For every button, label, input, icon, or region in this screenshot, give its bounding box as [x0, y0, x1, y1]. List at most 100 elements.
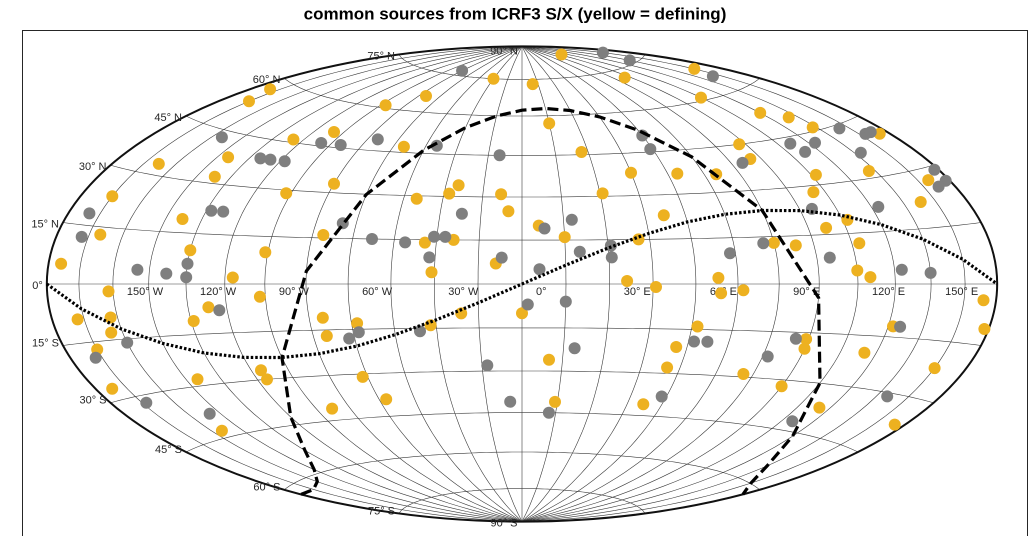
lon-tick-label: 150° E [945, 286, 978, 298]
source-point [316, 311, 329, 324]
source-point [691, 320, 704, 333]
source-point [71, 313, 84, 326]
source-point [106, 190, 119, 203]
source-point [757, 237, 770, 250]
source-point [104, 311, 117, 324]
source-point [922, 174, 935, 187]
lon-tick-label: 90° E [793, 286, 820, 298]
source-point [516, 307, 528, 320]
source-point [695, 91, 707, 104]
source-point [932, 180, 945, 193]
source-point [264, 83, 277, 96]
source-point [487, 72, 500, 85]
source-point [205, 204, 218, 217]
source-point [799, 145, 812, 158]
source-point [261, 373, 273, 386]
source-point [784, 137, 797, 150]
source-point [226, 271, 239, 284]
source-point [521, 298, 534, 311]
source-point [670, 341, 683, 353]
lon-tick-label: 30° E [624, 286, 651, 298]
lat-tick-label: 15° S [32, 337, 59, 349]
lon-tick-label: 90° W [279, 286, 310, 298]
source-point [430, 139, 443, 152]
source-point [761, 350, 774, 363]
source-point [181, 257, 194, 270]
source-point [736, 156, 749, 169]
source-point [823, 251, 836, 264]
source-point [495, 251, 508, 264]
source-point [202, 301, 215, 314]
source-point [371, 133, 384, 146]
source-point [715, 287, 728, 300]
source-point [655, 390, 668, 403]
parallel-line [110, 164, 934, 198]
source-point [549, 395, 561, 408]
source-point [315, 137, 328, 149]
source-point [637, 398, 650, 411]
source-point [208, 170, 221, 183]
parallel-line [110, 370, 934, 404]
source-point [864, 271, 877, 284]
source-point [809, 168, 822, 181]
source-point [737, 284, 750, 297]
parallel-line [62, 222, 982, 241]
lat-tick-label: 45° S [155, 444, 182, 456]
source-point [733, 138, 746, 151]
source-point [443, 187, 456, 200]
source-point [495, 188, 508, 201]
source-point [187, 315, 200, 327]
source-point [222, 151, 235, 164]
source-point [538, 222, 551, 235]
source-point [775, 380, 788, 393]
source-point [105, 326, 118, 339]
source-point [343, 332, 356, 345]
source-point [203, 407, 216, 420]
source-point [789, 239, 802, 252]
lat-tick-label: 90° S [490, 517, 517, 529]
source-point [701, 335, 714, 348]
source-point [786, 415, 799, 428]
source-point [568, 342, 581, 355]
source-point [543, 117, 556, 130]
source-point [737, 368, 750, 380]
source-point [102, 285, 115, 298]
source-point [481, 359, 494, 372]
source-point [565, 213, 578, 226]
source-point [326, 402, 339, 415]
source-point [504, 395, 517, 408]
source-point [215, 424, 228, 437]
source-point [176, 213, 189, 225]
source-point [621, 275, 634, 287]
source-point [853, 237, 866, 250]
source-point [854, 146, 867, 159]
source-point [493, 149, 506, 162]
source-point [657, 209, 670, 222]
source-point [140, 396, 153, 409]
source-point [895, 263, 908, 276]
source-point [872, 200, 885, 213]
dotted-curve [45, 208, 999, 360]
source-point [328, 126, 340, 138]
source-point [671, 167, 684, 180]
source-point [977, 294, 990, 307]
source-point [914, 196, 927, 208]
source-point [152, 157, 165, 170]
source-point [978, 323, 991, 335]
source-point [596, 46, 609, 59]
source-point [255, 364, 267, 377]
source-point [455, 307, 468, 320]
lon-tick-label: 150° W [127, 286, 164, 298]
source-point [184, 244, 197, 257]
lon-tick-label: 30° W [448, 286, 479, 298]
source-point [217, 205, 230, 218]
source-point [542, 406, 555, 419]
source-point [397, 140, 410, 153]
source-point [264, 153, 277, 166]
parallel-line [284, 451, 760, 491]
source-point [366, 233, 378, 245]
source-point [213, 304, 226, 317]
source-point [456, 64, 469, 77]
chart-title: common sources from ICRF3 S/X (yellow = … [304, 4, 727, 23]
